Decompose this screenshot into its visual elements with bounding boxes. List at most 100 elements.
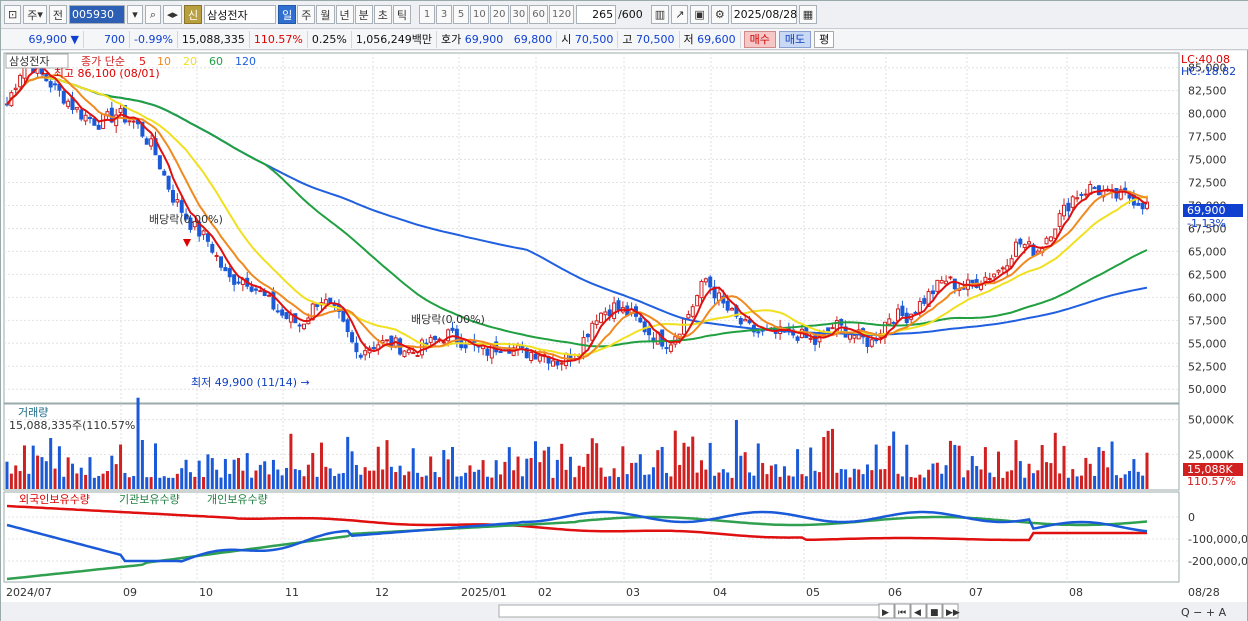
- count-input[interactable]: 265: [576, 5, 617, 24]
- volume-bar: [905, 444, 909, 489]
- period-tab-2[interactable]: 월: [316, 5, 335, 24]
- speaker-icon[interactable]: ◂▸: [163, 5, 183, 24]
- candle-body: [214, 255, 219, 258]
- volume-bar: [817, 472, 821, 489]
- candle-body: [638, 317, 643, 323]
- save-icon[interactable]: ▣: [690, 5, 709, 24]
- volume-bar: [966, 470, 970, 489]
- minute-button-20[interactable]: 20: [489, 5, 509, 24]
- candle-body: [603, 311, 608, 316]
- gear-icon[interactable]: ⚙: [710, 5, 729, 24]
- price-tick-label: 62,500: [1188, 268, 1227, 281]
- code-dropdown-icon[interactable]: ▾: [127, 5, 143, 24]
- volume-bar: [616, 477, 620, 489]
- buy-button[interactable]: 매수: [743, 30, 776, 48]
- volume-bar: [337, 473, 341, 489]
- scroll-thumb: [498, 604, 880, 618]
- volume-bar: [241, 470, 245, 489]
- volume-bar: [27, 473, 31, 489]
- candle-body: [1136, 202, 1141, 206]
- volume-bar: [752, 475, 756, 489]
- volume-bar: [398, 465, 402, 489]
- ma-legend-10: 10: [157, 55, 171, 68]
- volume-bar: [1106, 467, 1110, 489]
- volume-bar: [1005, 471, 1009, 489]
- volume-bar: [520, 476, 524, 489]
- minute-button-1[interactable]: 1: [419, 5, 436, 24]
- volume-bar: [1031, 473, 1035, 489]
- chart-area[interactable]: 85,00082,50080,00077,50075,00072,50070,0…: [1, 51, 1247, 621]
- period-tab-6[interactable]: 틱: [392, 5, 412, 24]
- volume-bar: [162, 476, 166, 489]
- minute-button-60[interactable]: 60: [529, 5, 548, 24]
- volume-bar: [1040, 445, 1044, 489]
- volume-bar: [883, 469, 887, 489]
- volume: 15,088,335: [178, 30, 250, 48]
- volume-bar: [232, 459, 236, 489]
- minute-button-5[interactable]: 5: [453, 5, 470, 24]
- volume-bar: [778, 476, 782, 489]
- volume-bar: [433, 471, 437, 489]
- volume-bar: [848, 477, 852, 489]
- volume-bar: [686, 446, 690, 489]
- candle-body: [109, 107, 114, 123]
- minute-button-10[interactable]: 10: [470, 5, 489, 24]
- candle-body: [987, 278, 992, 281]
- volume-bar: [612, 468, 616, 489]
- volume-bar: [839, 469, 843, 489]
- candle-body: [363, 350, 368, 356]
- candle-body: [66, 100, 71, 107]
- period-tab-0[interactable]: 일: [278, 5, 297, 24]
- period-tab-5[interactable]: 초: [373, 5, 392, 24]
- search-icon[interactable]: ⌕: [145, 5, 161, 24]
- minute-button-3[interactable]: 3: [436, 5, 453, 24]
- period-tab-4[interactable]: 분: [354, 5, 373, 24]
- price-tag: 69,900: [1187, 204, 1226, 217]
- volume-bar: [909, 477, 913, 489]
- candle-body: [131, 120, 136, 123]
- volume-bar: [713, 475, 717, 489]
- volume-bar: [1088, 463, 1092, 489]
- minute-buttons: 1 3 5 10 20 30 60 120: [419, 5, 575, 24]
- average-button[interactable]: 평: [814, 30, 835, 48]
- candle-body: [1018, 238, 1023, 245]
- stock-code-input[interactable]: 005930: [69, 5, 125, 24]
- layout-icon[interactable]: ⊡: [4, 5, 22, 24]
- volume-bar: [394, 472, 398, 489]
- candle-body: [267, 294, 272, 297]
- candle-body: [179, 200, 184, 213]
- candle-body: [13, 87, 18, 91]
- volume-bar: [468, 465, 472, 489]
- market-select[interactable]: 주 ▾: [23, 5, 47, 24]
- date-input[interactable]: 2025/08/28: [730, 5, 797, 24]
- volume-bar: [18, 471, 22, 489]
- volume-bar: [293, 469, 297, 489]
- volume-bar: [263, 461, 267, 489]
- volume-bar: [525, 458, 529, 489]
- volume-bar: [595, 443, 599, 489]
- x-axis-label: 2025/01: [461, 586, 507, 599]
- prev-button[interactable]: 전: [48, 5, 67, 24]
- volume-bar: [119, 444, 123, 489]
- volume-bar: [84, 474, 88, 489]
- sell-button[interactable]: 매도: [778, 30, 812, 48]
- volume-bar: [555, 459, 559, 489]
- candle-body: [223, 267, 228, 272]
- candle-body: [446, 329, 451, 342]
- price-tick-label: 85,000: [1188, 62, 1227, 75]
- period-tab-1[interactable]: 주: [297, 5, 316, 24]
- candle-type-icon[interactable]: ▥: [650, 5, 670, 24]
- candle-body: [564, 353, 569, 367]
- volume-bar: [376, 446, 380, 489]
- volume-bar: [324, 466, 328, 489]
- candle-body: [18, 74, 23, 88]
- volume-bar: [1062, 445, 1066, 489]
- minute-button-30[interactable]: 30: [509, 5, 529, 24]
- candle-body: [354, 342, 359, 353]
- period-tab-3[interactable]: 년: [335, 5, 354, 24]
- candle-body: [74, 106, 79, 110]
- volume-bar: [197, 460, 201, 489]
- draw-tool-icon[interactable]: ↗: [671, 5, 689, 24]
- minute-button-120[interactable]: 120: [548, 5, 575, 24]
- calendar-icon[interactable]: ▦: [798, 5, 818, 24]
